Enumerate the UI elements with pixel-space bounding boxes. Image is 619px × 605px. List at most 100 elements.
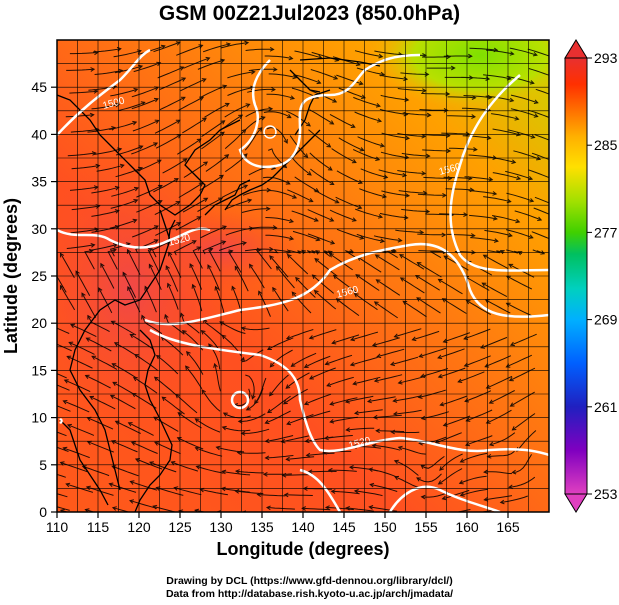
- streamline: [398, 190, 427, 194]
- streamline: [506, 302, 532, 317]
- streamline: [506, 354, 533, 368]
- streamline: [326, 376, 354, 387]
- streamline-arrow: [315, 250, 321, 255]
- y-tick-label: 5: [39, 457, 47, 473]
- streamline-arrow: [371, 342, 377, 347]
- streamline-arrow: [100, 262, 105, 268]
- streamline: [484, 471, 513, 475]
- streamline-arrow: [557, 142, 561, 146]
- streamline: [153, 505, 178, 512]
- streamline-arrow: [148, 263, 153, 269]
- streamline: [227, 71, 255, 79]
- streamline: [356, 67, 385, 76]
- streamline-arrow: [335, 298, 341, 303]
- streamline-arrow: [185, 351, 191, 356]
- streamline: [178, 182, 204, 198]
- streamline-arrow: [485, 384, 491, 389]
- streamline: [291, 291, 312, 314]
- streamline: [294, 50, 322, 59]
- streamline: [387, 250, 398, 259]
- streamline: [309, 152, 333, 171]
- streamline: [195, 418, 221, 433]
- streamline: [336, 228, 364, 239]
- streamline: [149, 461, 177, 473]
- streamline-arrow: [399, 254, 404, 259]
- streamline-arrow: [221, 334, 227, 340]
- streamline: [195, 447, 223, 457]
- map-title: GSM 00Z21Jul2023 (850.0hPa): [158, 2, 461, 25]
- streamline: [489, 432, 516, 446]
- colorbar-top-arrow: [564, 39, 588, 59]
- streamline: [255, 249, 272, 270]
- streamline: [369, 506, 398, 512]
- colorbar-tick-label: 277: [594, 224, 618, 240]
- streamline: [110, 88, 138, 97]
- streamline-arrow: [238, 114, 244, 119]
- streamline: [288, 250, 306, 254]
- streamline-arrow: [426, 112, 432, 118]
- streamline-arrow: [245, 406, 251, 411]
- streamline-arrow: [499, 499, 505, 505]
- x-tick-label: 135: [250, 519, 274, 535]
- streamline-arrow: [441, 232, 447, 238]
- streamline-arrow: [470, 233, 476, 238]
- streamline-arrow: [234, 469, 240, 474]
- streamline-arrow: [265, 206, 271, 212]
- streamline: [57, 506, 70, 511]
- streamline-arrow: [132, 120, 138, 126]
- streamline: [443, 332, 471, 343]
- streamline-arrow: [316, 79, 322, 85]
- streamline-arrow: [138, 145, 144, 150]
- streamline-arrow: [266, 345, 272, 350]
- streamline-arrow: [391, 248, 397, 253]
- streamline: [91, 355, 118, 370]
- streamline: [535, 88, 549, 95]
- streamline: [314, 258, 338, 277]
- streamline-arrow: [62, 400, 68, 405]
- streamline-arrow: [399, 277, 405, 282]
- streamline-arrow: [329, 217, 335, 222]
- streamline: [329, 209, 357, 222]
- streamline: [177, 138, 202, 155]
- streamline-arrow: [110, 440, 116, 445]
- streamline: [309, 367, 336, 380]
- streamline-arrow: [290, 362, 296, 367]
- streamline: [309, 329, 337, 339]
- streamline-arrow: [286, 113, 292, 119]
- streamline-arrow: [458, 479, 464, 485]
- streamline: [202, 43, 231, 53]
- streamline-arrow: [280, 438, 286, 444]
- streamline: [65, 114, 94, 118]
- streamline-arrow: [129, 333, 135, 339]
- streamline-arrow: [375, 428, 380, 434]
- streamline: [332, 334, 360, 344]
- streamline-arrow: [459, 492, 465, 497]
- streamline-arrow: [420, 494, 426, 500]
- streamline: [159, 77, 186, 90]
- streamline-arrow: [331, 339, 337, 345]
- streamline: [222, 426, 251, 432]
- streamline: [328, 469, 357, 472]
- streamline-arrow: [267, 408, 272, 414]
- streamline-arrow: [264, 455, 270, 461]
- streamline-arrow: [420, 464, 426, 470]
- streamline: [57, 473, 66, 478]
- streamline: [323, 250, 333, 257]
- streamline-arrow: [289, 235, 295, 241]
- streamline-arrow: [308, 375, 314, 380]
- streamline: [415, 275, 440, 291]
- streamline: [286, 329, 314, 340]
- streamline: [458, 371, 485, 383]
- streamline-arrow: [515, 131, 522, 137]
- streamline: [487, 156, 516, 163]
- streamline-arrow: [554, 239, 558, 243]
- streamline-arrow: [516, 175, 522, 181]
- streamline-arrow: [507, 232, 513, 238]
- streamline-arrow: [403, 76, 409, 82]
- streamline-arrow: [127, 285, 132, 291]
- streamline-arrow: [357, 204, 363, 210]
- streamline: [360, 168, 388, 178]
- streamline-arrow: [41, 488, 45, 492]
- streamline-arrow: [308, 198, 314, 203]
- streamline: [379, 212, 408, 219]
